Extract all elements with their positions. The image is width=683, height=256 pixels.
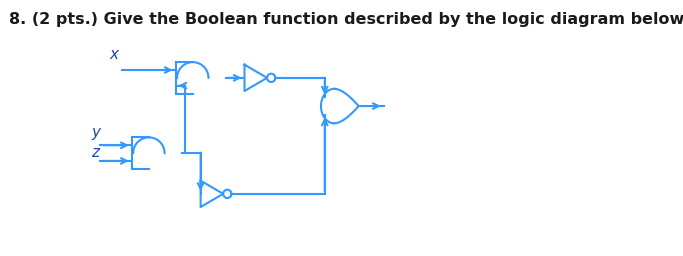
Text: 8. (2 pts.) Give the Boolean function described by the logic diagram below.: 8. (2 pts.) Give the Boolean function de… (10, 12, 683, 27)
Text: z: z (91, 145, 99, 160)
Text: y: y (91, 125, 100, 140)
Text: x: x (110, 47, 119, 62)
